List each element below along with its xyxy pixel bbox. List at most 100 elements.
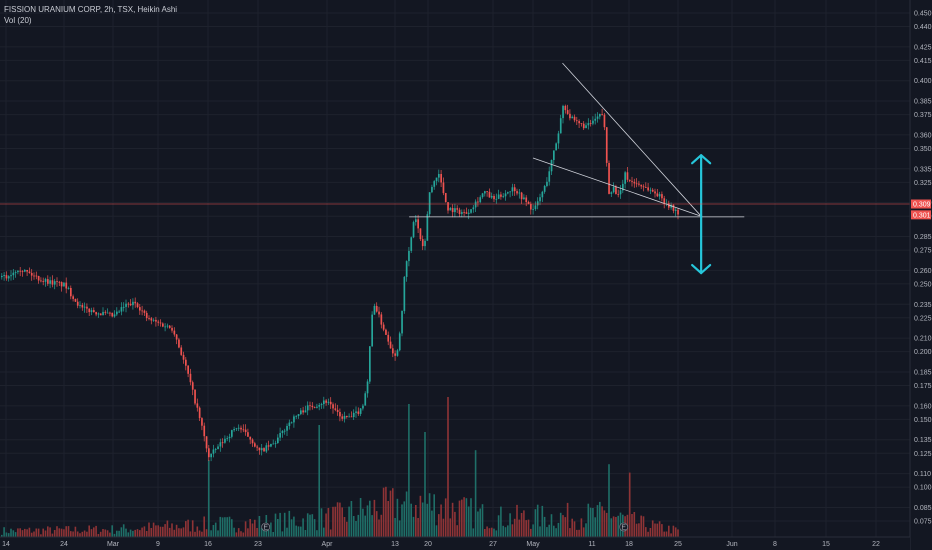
volume-bar xyxy=(543,516,546,537)
volume-bar xyxy=(166,520,169,537)
candle-body xyxy=(410,237,413,251)
volume-bar xyxy=(463,497,465,537)
volume-bar xyxy=(109,532,111,537)
candle-body xyxy=(329,401,332,405)
volume-bar xyxy=(603,510,606,537)
candle-body xyxy=(274,443,277,444)
volume-bar xyxy=(302,518,304,537)
volume-bar xyxy=(477,511,479,537)
volume-bar xyxy=(58,528,61,537)
volume-bar xyxy=(442,518,445,537)
volume-bar xyxy=(187,519,189,537)
volume-bar xyxy=(141,527,143,537)
time-tick-label: Apr xyxy=(322,541,334,548)
volume-bar xyxy=(403,501,406,537)
volume-bar xyxy=(134,529,136,537)
volume-bar xyxy=(488,528,491,537)
candle-body xyxy=(513,187,516,192)
price-axis[interactable]: 0.450 0.440 0.425 0.415 0.400 0.385 0.375 0.360… xyxy=(909,0,932,550)
candle-body xyxy=(143,310,146,313)
candle-body xyxy=(433,181,436,187)
price-tick-label: 0.285 xyxy=(914,234,932,241)
volume-indicator-label[interactable]: Vol (20) xyxy=(4,16,32,25)
candle-body xyxy=(63,282,65,287)
trendline-drawings[interactable] xyxy=(0,62,910,275)
candle-body xyxy=(12,272,15,276)
volume-bar xyxy=(364,515,366,537)
volume-bar xyxy=(185,521,187,537)
candle-body xyxy=(346,415,348,417)
volume-bar xyxy=(40,534,42,537)
candle-body xyxy=(424,240,426,247)
volume-bar xyxy=(212,525,215,537)
candle-body xyxy=(83,306,86,308)
candle-body xyxy=(582,123,585,129)
candle-body xyxy=(10,275,12,277)
wedge-lower-trendline xyxy=(532,157,702,217)
candle-body xyxy=(33,275,35,277)
volume-bar xyxy=(24,528,26,537)
symbol-title[interactable]: FISSION URANIUM CORP, 2h, TSX, Heikin As… xyxy=(4,5,178,14)
volume-bar xyxy=(419,495,422,537)
candle-body xyxy=(463,212,465,213)
volume-bar xyxy=(270,522,272,537)
time-tick-label: 8 xyxy=(773,541,777,548)
volume-bar xyxy=(17,528,19,537)
volume-bar xyxy=(281,531,284,537)
volume-bar xyxy=(155,525,157,537)
candle-body xyxy=(343,415,346,419)
volume-bar xyxy=(410,503,412,537)
volume-bar xyxy=(352,516,355,537)
candle-body xyxy=(481,193,484,198)
candle-body xyxy=(631,180,633,182)
earnings-event-label: E xyxy=(621,524,626,531)
volume-bar xyxy=(274,513,277,537)
volume-bar xyxy=(37,528,40,537)
volume-bar xyxy=(539,526,541,537)
candle-body xyxy=(509,191,511,193)
volume-bar xyxy=(74,526,77,537)
candle-body xyxy=(256,446,258,448)
price-tick-label: 0.100 xyxy=(914,485,932,492)
volume-bar xyxy=(470,498,472,537)
price-tick-label: 0.350 xyxy=(914,146,932,153)
volume-bar xyxy=(394,518,396,537)
candle-body xyxy=(580,123,583,124)
volume-bar xyxy=(382,487,385,537)
candle-body xyxy=(525,197,528,202)
candle-body xyxy=(656,193,659,197)
candle-body xyxy=(65,282,68,289)
candle-body xyxy=(95,312,97,315)
volume-bar xyxy=(341,507,343,537)
volume-bar xyxy=(417,518,419,537)
volume-bar xyxy=(159,526,162,537)
volume-bar xyxy=(173,529,176,537)
time-axis[interactable]: 14 24 Mar 9 16 23 Apr 13 20 27 May 11 18 25 Jun 8 15 22 xyxy=(0,536,910,550)
price-tick-label: 0.110 xyxy=(914,471,931,478)
volume-bar xyxy=(677,529,679,537)
candle-body xyxy=(111,312,114,317)
candle-body xyxy=(569,113,571,119)
volume-bar xyxy=(649,528,652,537)
wedge-upper-trendline xyxy=(562,62,702,217)
time-tick-label: 22 xyxy=(872,541,880,548)
volume-bar xyxy=(523,510,525,537)
candle-body xyxy=(290,422,293,424)
volume-bar xyxy=(389,490,392,537)
candle-body xyxy=(392,348,394,354)
volume-bar xyxy=(86,531,88,537)
volume-bar xyxy=(288,510,291,537)
volume-bar xyxy=(120,527,123,537)
candle-body xyxy=(26,270,28,272)
candle-body xyxy=(173,330,176,335)
volume-bar xyxy=(332,506,334,537)
volume-bar xyxy=(451,502,454,537)
volume-bar xyxy=(244,521,247,537)
volume-bar xyxy=(516,504,518,537)
candle-body xyxy=(488,191,491,198)
candle-body xyxy=(596,116,599,119)
candle-body xyxy=(633,181,636,184)
volume-bar xyxy=(640,515,642,537)
volume-bar xyxy=(559,512,562,537)
